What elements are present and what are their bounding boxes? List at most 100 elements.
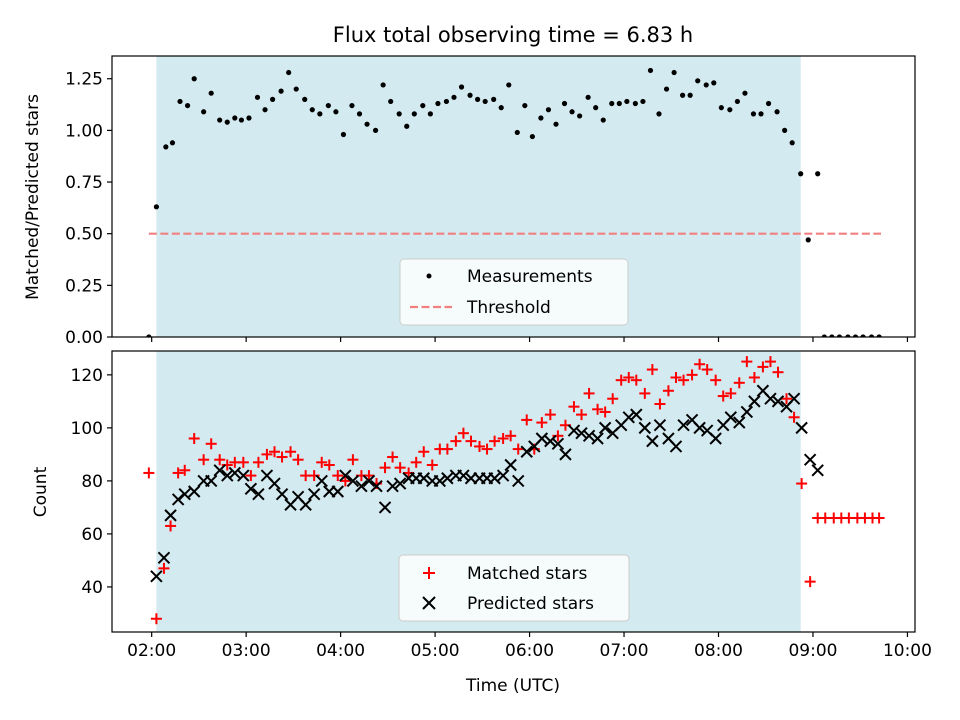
counts-legend: Matched stars Predicted stars: [398, 554, 630, 622]
measurements-point: [302, 96, 308, 102]
matched-stars-point: [205, 438, 217, 450]
matched-stars-point: [607, 393, 619, 405]
measurements-point: [278, 88, 284, 94]
measurements-point: [420, 102, 426, 109]
matched-stars-point: [426, 459, 438, 471]
measurements-point: [356, 111, 363, 117]
measurements-point: [538, 115, 544, 121]
ratio-y-tick-label: 0.00: [65, 328, 103, 348]
predicted-stars-point: [544, 434, 557, 448]
predicted-stars-point: [567, 424, 581, 437]
predicted-stars-point: [748, 395, 761, 408]
matched-stars-point: [741, 356, 753, 368]
predicted-stars-point: [535, 432, 549, 445]
threshold-legend-label: Threshold: [466, 298, 551, 318]
measurements-point: [169, 140, 176, 146]
measurements-point: [514, 129, 520, 136]
predicted-stars-point: [441, 472, 454, 485]
matched-stars-point: [387, 451, 399, 463]
predicted-stars-point: [355, 479, 368, 493]
predicted-stars-point: [299, 498, 312, 511]
predicted-stars-point: [677, 419, 690, 432]
x-tick-label: 03:00: [222, 641, 271, 661]
predicted-stars-point: [393, 477, 407, 490]
measurements-point: [396, 111, 402, 117]
matched-stars-point: [717, 390, 729, 402]
predicted-stars-point: [622, 411, 635, 424]
predicted-stars-point: [811, 464, 824, 477]
predicted-stars-point: [417, 472, 430, 485]
measurements-point: [458, 84, 465, 90]
chart-title: Flux total observing time = 6.83 h: [333, 23, 693, 47]
predicted-stars-point: [178, 487, 191, 501]
measurements-point: [734, 98, 740, 105]
predicted-legend-marker: [422, 596, 436, 610]
ratio-y-tick-label: 1.25: [65, 70, 103, 90]
measurements-point: [364, 121, 370, 127]
measurements-point: [868, 334, 875, 337]
measurements-point: [467, 92, 473, 98]
matched-stars-point: [214, 454, 226, 466]
matched-stars-point: [347, 454, 359, 466]
measurements-point: [224, 119, 230, 125]
measurements-point: [475, 96, 481, 102]
matched-stars-point: [646, 364, 658, 376]
predicted-stars-point: [213, 464, 226, 477]
measurements-point: [411, 111, 417, 117]
measurements-point: [491, 96, 497, 102]
matched-stars-point: [237, 456, 249, 468]
predicted-stars-point: [221, 469, 234, 482]
predicted-stars-point: [740, 405, 754, 419]
measurements-point: [718, 105, 724, 111]
measurements-point: [577, 113, 583, 119]
measurements-point: [482, 98, 488, 105]
counts-y-tick-label: 100: [71, 419, 103, 439]
matched-stars-point: [678, 374, 690, 386]
predicted-stars-point: [386, 479, 399, 493]
matched-stars-point: [323, 459, 335, 471]
predicted-stars-point: [315, 474, 328, 488]
x-axis-label: Time (UTC): [465, 676, 560, 696]
predicted-stars-point: [268, 477, 281, 490]
counts-axes-frame: [111, 350, 916, 633]
predicted-stars-point: [787, 392, 801, 405]
measurements-point: [388, 98, 394, 105]
predicted-stars-point: [275, 487, 289, 501]
measurements-point: [758, 111, 764, 117]
x-tick-label: 07:00: [600, 641, 649, 661]
measurements-point: [561, 100, 568, 107]
matched-stars-point: [339, 475, 351, 487]
matched-legend-label: Matched stars: [467, 564, 587, 584]
measurements-point: [238, 117, 245, 123]
predicted-stars-point: [733, 416, 746, 429]
predicted-stars-point: [771, 395, 785, 408]
counts-y-axis-label: Count: [31, 466, 51, 517]
matched-stars-point: [441, 443, 453, 455]
measurements-point: [545, 107, 552, 113]
measurements-point: [789, 140, 795, 146]
predicted-stars-point: [803, 453, 817, 466]
measurements-point: [217, 117, 223, 123]
predicted-stars-point: [709, 432, 722, 445]
measurements-point: [836, 334, 843, 337]
matched-stars-point: [158, 562, 170, 574]
matched-stars-point: [630, 374, 642, 386]
ratio-legend: Measurements Threshold: [399, 258, 629, 326]
matched-stars-point: [670, 372, 682, 384]
matched-stars-point: [285, 446, 297, 458]
predicted-stars-point: [378, 501, 392, 514]
matched-stars-point: [410, 456, 422, 468]
matched-stars-point: [188, 432, 200, 444]
predicted-stars-point: [512, 474, 525, 488]
matched-stars-point: [505, 430, 517, 442]
matched-stars-point: [316, 456, 328, 468]
measurements-point: [687, 92, 693, 98]
matched-stars-point: [725, 387, 737, 399]
predicted-stars-point: [339, 469, 352, 482]
measurements-point: [380, 82, 386, 88]
x-tick-label: 10:00: [883, 641, 932, 661]
measurements-point: [372, 127, 379, 133]
matched-stars-point: [198, 454, 210, 466]
ratio-y-tick-label: 0.75: [65, 173, 103, 193]
